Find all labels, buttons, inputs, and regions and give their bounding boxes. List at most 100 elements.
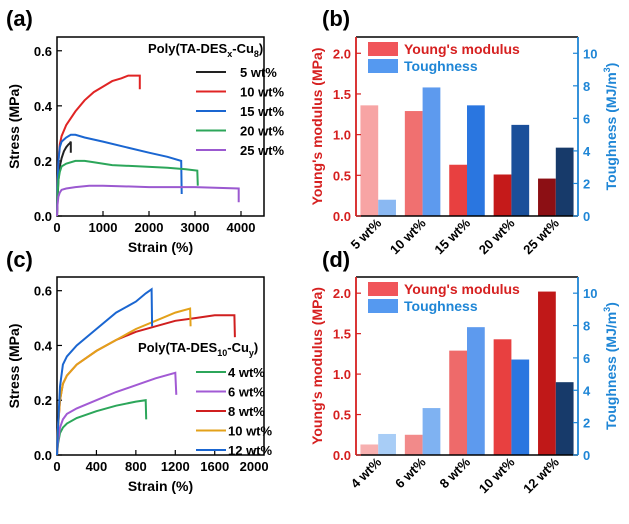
y1-tick-label-b: 0.5 — [333, 168, 351, 183]
y2-axis-label-b: Toughness (MJ/m3) — [602, 63, 619, 191]
bar-modulus-b-2 — [449, 164, 467, 216]
bar-toughness-d-1 — [422, 408, 441, 455]
legend-label-d-0: Young's modulus — [404, 281, 520, 297]
series-line-c-3 — [56, 307, 192, 456]
y-tick-label-a: 0.4 — [34, 99, 53, 114]
bar-toughness-d-3 — [511, 359, 530, 455]
y2-tick-label-d: 0 — [583, 448, 590, 463]
x-axis-label-a: Strain (%) — [128, 239, 193, 255]
series-line-a-4 — [56, 184, 240, 217]
legend-title-part: -Cu — [232, 41, 254, 56]
legend-label-c-1: 6 wt% — [228, 385, 265, 400]
bar-toughness-b-2 — [467, 105, 485, 216]
x-tick-label-d: 4 wt% — [348, 454, 385, 491]
x-tick-label-c: 1600 — [200, 459, 229, 474]
chart-b: (b) 5 wt% 10 wt% 15 wt% 20 wt% 25 wt% 0.0 0.5 1.… — [309, 6, 619, 257]
x-tick-label-b: 10 wt% — [387, 215, 429, 257]
chart-a: (a) 0 1000 2000 3000 4000 0.0 0.2 0.4 0.6 Strain (… — [6, 6, 285, 255]
bar-toughness-b-0 — [378, 199, 396, 216]
bar-modulus-d-3 — [493, 339, 512, 455]
legend-title-part: ) — [254, 340, 258, 355]
y1-tick-label-d: 2.0 — [333, 286, 351, 301]
legend-label-c-4: 12 wt% — [228, 443, 273, 458]
legend-title-part: x — [227, 49, 232, 59]
y2-label-end: ) — [603, 63, 619, 68]
x-tick-label-d: 8 wt% — [436, 454, 473, 491]
y1-tick-label-b: 2.0 — [333, 46, 351, 61]
legend-swatch-d-0 — [368, 282, 398, 296]
y2-tick-label-d: 4 — [583, 383, 591, 398]
legend-label-a-4: 25 wt% — [240, 143, 285, 158]
x-tick-label-d: 10 wt% — [476, 454, 518, 496]
y1-tick-label-d: 1.0 — [333, 367, 351, 382]
legend-label-b-0: Young's modulus — [404, 41, 520, 57]
series-line-c-0 — [56, 399, 148, 456]
panel-label-a: (a) — [6, 6, 33, 31]
y1-tick-label-b: 1.5 — [333, 87, 351, 102]
x-tick-label-a: 2000 — [135, 220, 164, 235]
legend-label-c-3: 10 wt% — [228, 424, 273, 439]
x-tick-label-a: 0 — [53, 220, 60, 235]
y-tick-label-a: 0.6 — [34, 44, 52, 59]
y2-axis-label-d: Toughness (MJ/m3) — [602, 302, 619, 430]
legend-title-part: y — [249, 348, 254, 358]
bar-toughness-b-1 — [422, 87, 441, 216]
x-tick-label-a: 3000 — [181, 220, 210, 235]
bar-modulus-d-0 — [360, 444, 379, 455]
x-axis-label-c: Strain (%) — [128, 478, 193, 494]
y2-tick-label-b: 8 — [583, 79, 590, 94]
y-tick-label-a: 0.0 — [34, 209, 52, 224]
legend-swatch-d-1 — [368, 299, 398, 313]
chart-d: (d) 4 wt% 6 wt% 8 wt% 10 wt% 12 wt% 0.0 0.5 1.0 1… — [309, 247, 619, 496]
bar-modulus-b-3 — [493, 174, 512, 216]
legend-title-part: -Cu — [227, 340, 249, 355]
panel-label-c: (c) — [6, 247, 33, 272]
y2-label-main: Toughness (MJ/m — [603, 72, 619, 190]
x-tick-label-b: 15 wt% — [431, 215, 473, 257]
legend-label-c-2: 8 wt% — [228, 404, 265, 419]
y2-tick-label-b: 0 — [583, 209, 590, 224]
x-tick-label-c: 0 — [53, 459, 60, 474]
bar-modulus-d-4 — [538, 291, 556, 455]
x-tick-label-d: 6 wt% — [392, 454, 429, 491]
y1-tick-label-b: 0.0 — [333, 209, 351, 224]
panel-label-d: (d) — [322, 247, 350, 272]
bar-modulus-b-1 — [404, 111, 423, 216]
y2-label-sup: 3 — [602, 307, 612, 312]
y2-label-end: ) — [603, 302, 619, 307]
legend-title-part: 10 — [217, 348, 227, 358]
y1-tick-label-d: 1.5 — [333, 327, 351, 342]
x-tick-label-c: 1200 — [161, 459, 190, 474]
y-tick-label-a: 0.2 — [34, 154, 52, 169]
y-axis-label-c: Stress (MPa) — [6, 324, 22, 409]
legend-label-a-3: 20 wt% — [240, 124, 285, 139]
bar-modulus-b-0 — [360, 105, 379, 216]
y2-tick-label-d: 2 — [583, 416, 590, 431]
legend-title-c: Poly(TA-DES10-Cuy) — [138, 340, 258, 358]
legend-title-a: Poly(TA-DESx-Cu8) — [148, 41, 263, 59]
legend-title-part: Poly(TA-DES — [138, 340, 218, 355]
bar-modulus-d-2 — [449, 350, 467, 455]
x-tick-label-b: 5 wt% — [348, 215, 385, 252]
series-line-c-2 — [56, 314, 236, 456]
x-tick-label-c: 2000 — [240, 459, 269, 474]
bar-toughness-d-4 — [555, 382, 574, 455]
y-axis-label-a: Stress (MPa) — [6, 84, 22, 169]
legend-swatch-b-1 — [368, 59, 398, 73]
y1-axis-label-b: Young's modulus (MPa) — [309, 48, 325, 206]
panel-label-b: (b) — [322, 6, 350, 31]
legend-swatch-b-0 — [368, 42, 398, 56]
y-tick-label-c: 0.6 — [34, 284, 52, 299]
legend-label-b-1: Toughness — [404, 58, 478, 74]
x-tick-label-b: 20 wt% — [476, 215, 518, 257]
bar-toughness-d-0 — [378, 433, 396, 455]
y2-tick-label-b: 6 — [583, 111, 590, 126]
legend-label-a-1: 10 wt% — [240, 85, 285, 100]
y1-tick-label-d: 0.0 — [333, 448, 351, 463]
legend-label-a-2: 15 wt% — [240, 104, 285, 119]
legend-label-c-0: 4 wt% — [228, 365, 265, 380]
y2-tick-label-b: 10 — [583, 46, 597, 61]
bar-modulus-b-4 — [538, 178, 556, 216]
plot-frame-c — [56, 276, 265, 456]
